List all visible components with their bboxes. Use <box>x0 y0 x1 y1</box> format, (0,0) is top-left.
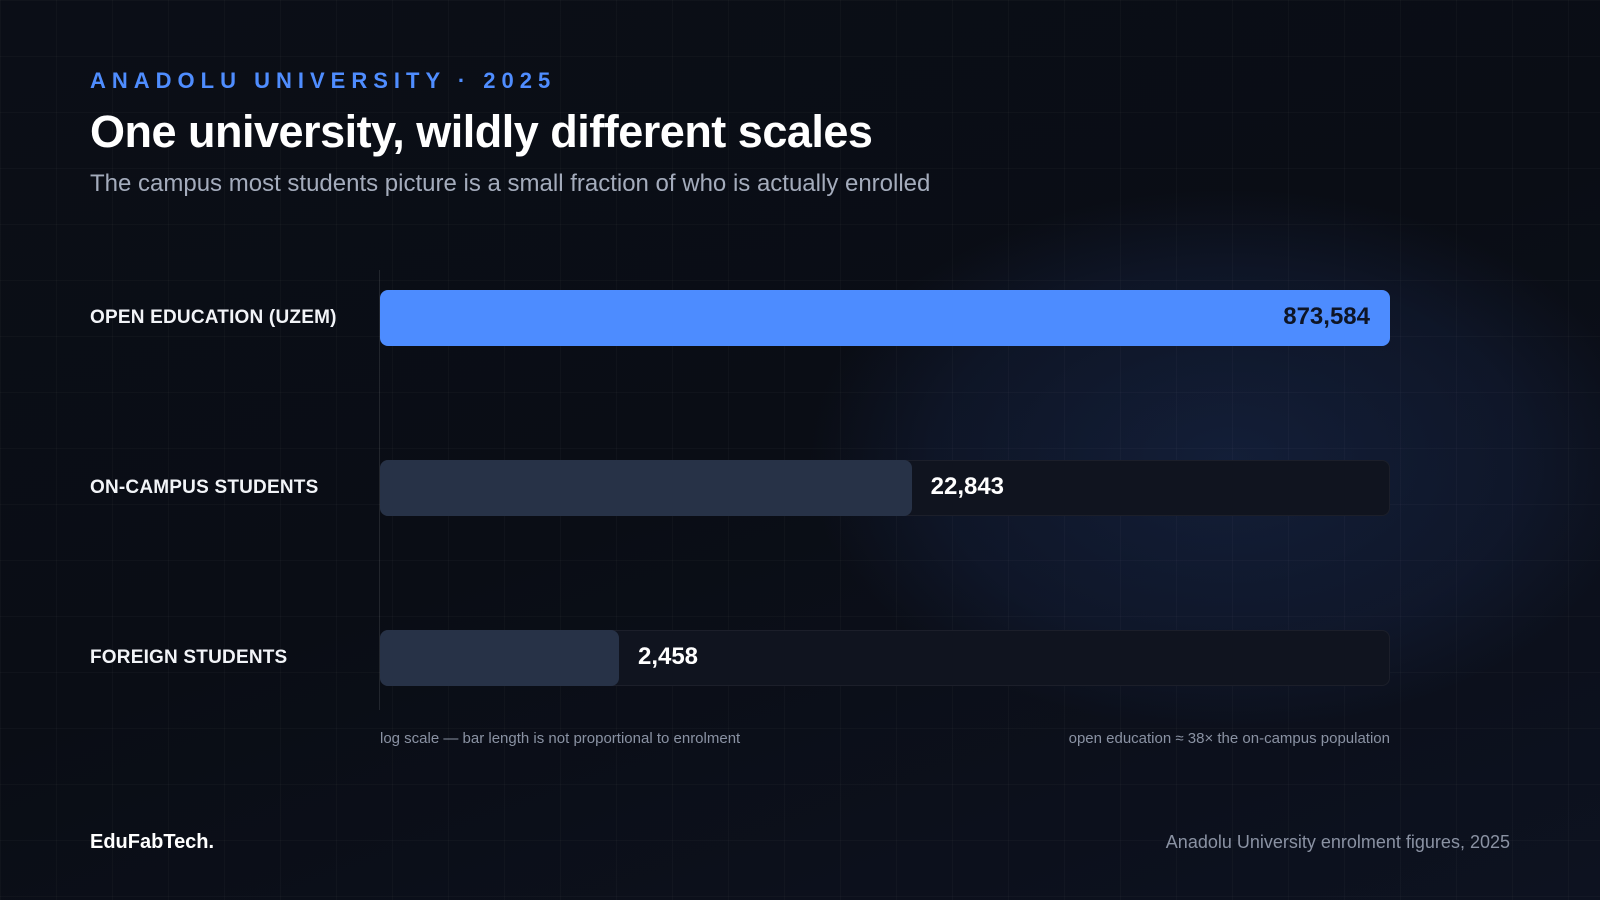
category-label-foreign-students: FOREIGN STUDENTS <box>90 647 288 668</box>
ratio-note: open education ≈ 38× the on-campus popul… <box>1068 730 1390 747</box>
chart-subtitle: The campus most students picture is a sm… <box>90 170 931 197</box>
value-label-on-campus-students: 22,843 <box>930 473 1005 500</box>
chart-header: ANADOLU UNIVERSITY · 2025 One university… <box>90 68 930 198</box>
axis-baseline <box>379 270 380 710</box>
bar-foreign-students <box>380 630 619 686</box>
eyebrow-label: ANADOLU UNIVERSITY · 2025 <box>90 68 557 93</box>
brand-logo-text: EduFabTech. <box>90 831 215 853</box>
bar-open-education-uzem <box>380 290 1390 346</box>
source-note: Anadolu University enrolment figures, 20… <box>1165 832 1510 852</box>
scale-note: log scale — bar length is not proportion… <box>380 730 741 747</box>
value-label-open-education-uzem: 873,584 <box>1283 303 1370 330</box>
chart-title: One university, wildly different scales <box>90 106 873 157</box>
value-label-foreign-students: 2,458 <box>637 643 699 670</box>
bar-on-campus-students <box>380 460 912 516</box>
category-label-open-education-uzem: OPEN EDUCATION (UZEM) <box>90 307 337 328</box>
category-label-on-campus-students: ON-CAMPUS STUDENTS <box>90 477 319 498</box>
